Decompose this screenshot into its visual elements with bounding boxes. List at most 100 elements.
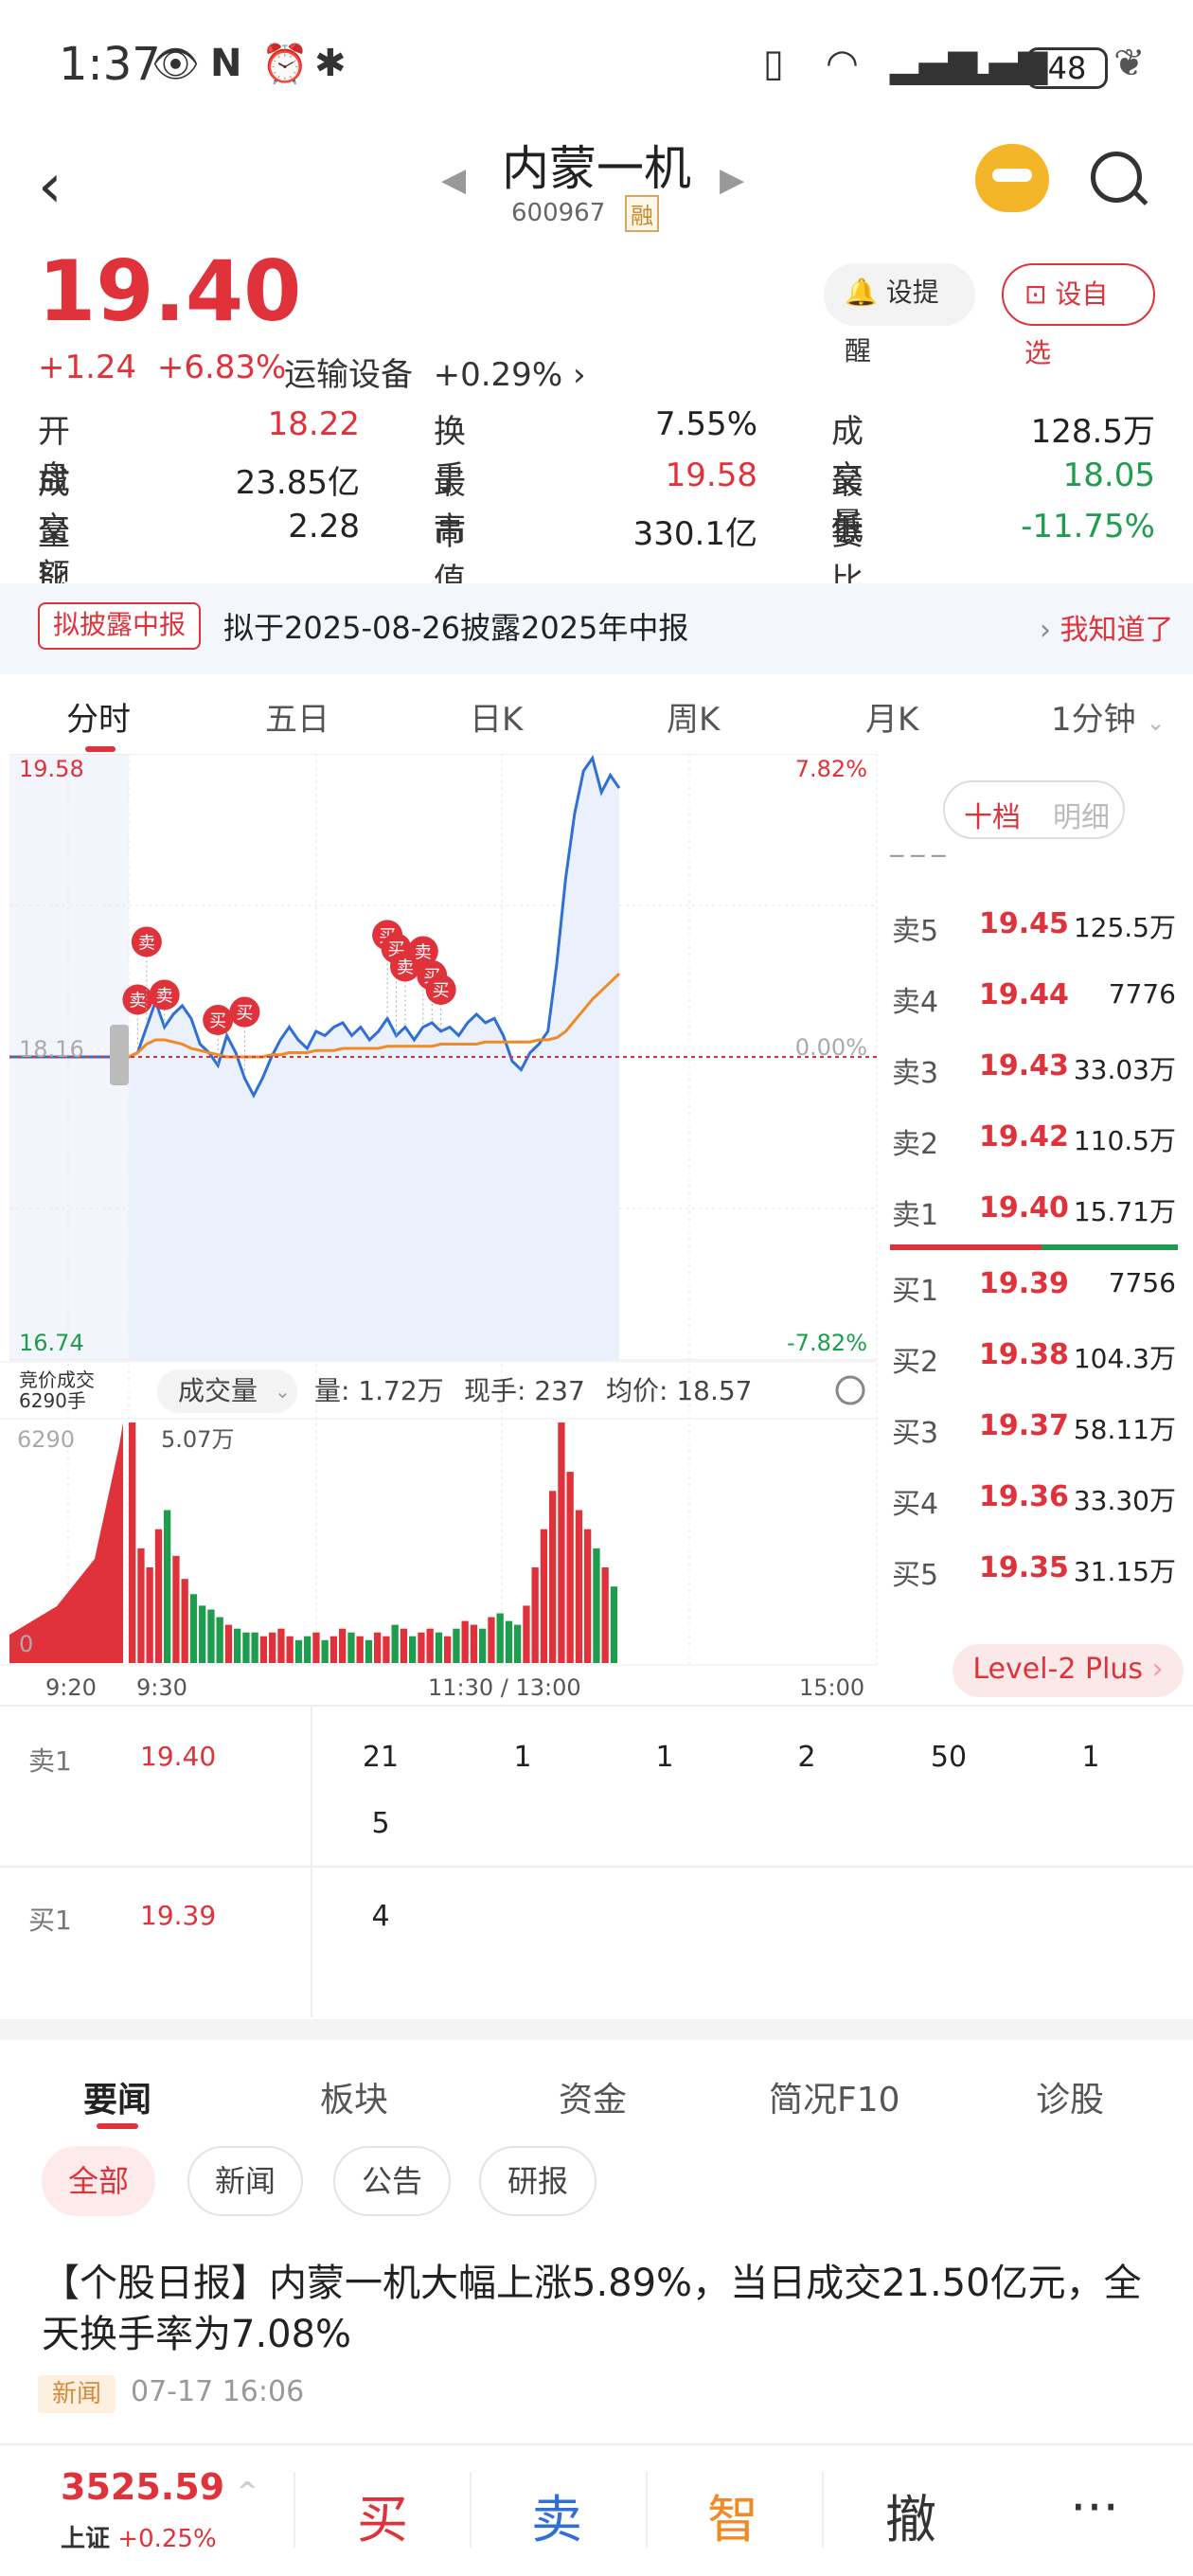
volume-bar	[514, 1624, 522, 1663]
set-alert-button[interactable]: 🔔 设提醒	[824, 263, 975, 367]
volume-bar	[453, 1628, 460, 1663]
notice-dismiss-label: 我知道了	[1059, 614, 1174, 647]
tab-monthly-k[interactable]: 月K	[865, 701, 919, 739]
status-time: 1:37	[59, 38, 161, 91]
trade-marker[interactable]	[131, 926, 162, 957]
stat-value: 18.22	[267, 405, 360, 443]
volume-bar	[435, 1632, 443, 1663]
trade-marker-label: 卖	[138, 933, 155, 953]
chevron-right-icon: ›	[1151, 1653, 1164, 1686]
bluetooth-battery-icon: ✱	[314, 42, 347, 85]
trade-marker[interactable]	[149, 979, 180, 1011]
add-favorite-button[interactable]: ⊡ 设自选	[1002, 263, 1155, 368]
prev-stock-icon[interactable]: ◀	[441, 161, 467, 199]
alarm-icon: ⏰	[261, 43, 309, 86]
news-type-badge: 新闻	[38, 2375, 116, 2413]
notice-dismiss[interactable]: › 我知道了	[1040, 606, 1174, 648]
news-tab-headlines[interactable]: 要闻	[83, 2081, 152, 2120]
notice-text[interactable]: 拟于2025-08-26披露2025年中报	[223, 610, 689, 646]
tab-minute[interactable]: 1分钟 ⌄	[1051, 693, 1166, 740]
sector-link[interactable]: 运输设备 +0.29% ›	[284, 349, 586, 395]
news-tab-funds[interactable]: 资金	[559, 2081, 628, 2120]
tab-weekly-k[interactable]: 周K	[667, 701, 721, 739]
tab-intraday[interactable]: 分时	[66, 701, 131, 739]
divider	[822, 2472, 824, 2548]
stat-value: -11.75%	[1021, 508, 1155, 546]
pct-low-label: -7.82%	[787, 1330, 867, 1356]
level2-label: Level-2 Plus	[972, 1653, 1144, 1686]
settings-icon[interactable]	[835, 1375, 865, 1405]
drag-handle[interactable]	[110, 1025, 129, 1085]
tab-details[interactable]: 明细	[1053, 801, 1110, 834]
stat-value: 330.1亿	[632, 515, 757, 553]
level-qty: 58.11万	[1073, 1414, 1176, 1445]
queue-sell-label: 卖1	[28, 1745, 72, 1777]
change-value: +1.24	[38, 349, 137, 386]
stat-label: 最低	[831, 464, 864, 548]
volume-bar	[505, 1620, 513, 1663]
notice-tag: 拟披露中报	[38, 602, 202, 650]
filter-research[interactable]: 研报	[479, 2146, 596, 2216]
divider	[311, 1705, 312, 2017]
volume-bar	[181, 1579, 188, 1663]
trade-marker[interactable]	[203, 1005, 234, 1036]
filter-all[interactable]: 全部	[42, 2146, 155, 2216]
filter-news[interactable]: 新闻	[187, 2146, 303, 2216]
volume-bar	[426, 1628, 434, 1663]
news-date: 07-17 16:06	[131, 2375, 305, 2408]
smart-button[interactable]: 智	[707, 2490, 758, 2549]
trade-marker[interactable]	[407, 936, 438, 967]
mascot-icon[interactable]	[975, 144, 1049, 212]
tab-minute-label: 1分钟	[1051, 701, 1136, 739]
volume-bar	[154, 1529, 163, 1663]
more-button[interactable]: ···	[1070, 2478, 1119, 2537]
tab-daily-k[interactable]: 日K	[470, 701, 524, 739]
chevron-up-icon: ^	[237, 2478, 258, 2506]
vol-axis-zero: 0	[19, 1631, 33, 1657]
level-price: 19.44	[979, 978, 1069, 1011]
level-label: 买2	[892, 1346, 939, 1379]
battery-icon: 48	[1026, 47, 1108, 89]
volume-bar	[356, 1636, 364, 1663]
filter-announcements[interactable]: 公告	[333, 2146, 451, 2216]
tab-ten-levels[interactable]: 十档	[964, 801, 1021, 834]
ask-bid-bar	[890, 1244, 1042, 1250]
news-headline[interactable]: 【个股日报】内蒙一机大幅上涨5.89%，当日成交21.50亿元，全天换手率为7.…	[42, 2262, 1142, 2356]
volume-bar	[321, 1639, 329, 1663]
news-tab-diagnosis[interactable]: 诊股	[1036, 2081, 1105, 2120]
y-high-label: 19.58	[19, 756, 84, 782]
level-price: 19.36	[979, 1480, 1069, 1513]
volume-selector[interactable]	[157, 1369, 297, 1413]
level-qty: 7756	[1108, 1267, 1176, 1298]
cancel-button[interactable]: 撤	[885, 2490, 936, 2549]
price-line	[9, 754, 621, 1099]
volume-bar	[479, 1628, 487, 1663]
level-label: 买5	[892, 1559, 939, 1592]
order-book-toggle[interactable]: 十档 明细	[943, 780, 1125, 839]
back-icon[interactable]: ‹	[38, 152, 62, 222]
price-change: +1.24 +6.83%	[38, 349, 286, 386]
next-stock-icon[interactable]: ▶	[720, 161, 745, 199]
index-value[interactable]: 3525.59 ^	[61, 2466, 258, 2508]
volume-bar	[216, 1617, 223, 1663]
volume-bar	[269, 1632, 276, 1663]
sell-button[interactable]: 卖	[531, 2490, 582, 2549]
search-icon[interactable]	[1091, 152, 1142, 203]
intraday-chart[interactable]: 卖卖卖买买买买卖卖买买 19.58 18.16 16.74 7.82% 0.00…	[0, 754, 881, 1710]
buy-button[interactable]: 买	[357, 2490, 408, 2549]
level-qty: 33.03万	[1073, 1054, 1176, 1085]
auction-volume-area	[9, 1422, 123, 1663]
tab-five-day[interactable]: 五日	[265, 701, 329, 739]
trade-marker[interactable]	[122, 984, 153, 1015]
news-tab-sector[interactable]: 板块	[320, 2081, 389, 2120]
stock-name: 内蒙一机	[502, 141, 691, 196]
volume-bar	[523, 1605, 530, 1663]
leaf-icon: ❦	[1113, 42, 1146, 85]
level-label: 卖3	[892, 1057, 939, 1090]
level-label: 买4	[892, 1488, 939, 1521]
trade-marker[interactable]	[229, 996, 260, 1028]
news-tab-f10[interactable]: 简况F10	[769, 2081, 900, 2120]
trade-marker[interactable]	[425, 974, 456, 1005]
level2-button[interactable]: Level-2 Plus ›	[953, 1644, 1184, 1697]
queue-sell-order: 5	[371, 1807, 390, 1840]
